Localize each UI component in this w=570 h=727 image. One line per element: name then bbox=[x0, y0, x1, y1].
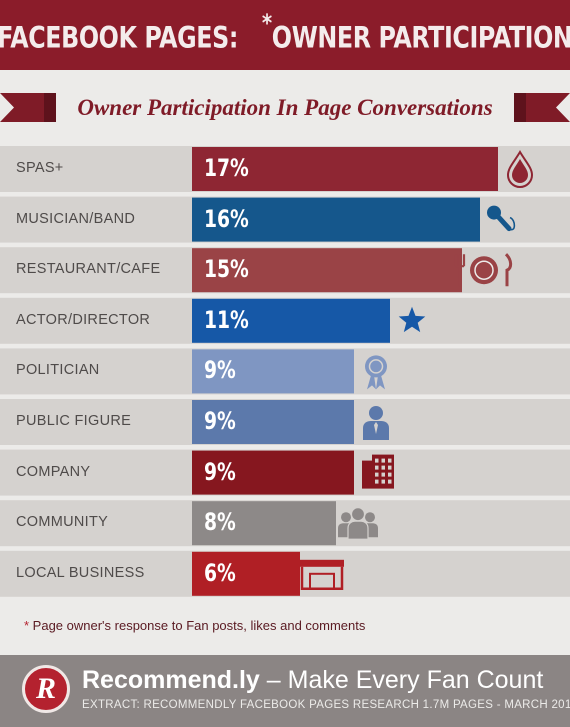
bar-value-label: 9% bbox=[204, 457, 236, 486]
bar-restaurant-cafe bbox=[192, 248, 462, 293]
drop-fill bbox=[512, 159, 528, 183]
store-awning bbox=[300, 559, 344, 567]
bar-value-label: 16% bbox=[204, 204, 249, 233]
category-label: ACTOR/DIRECTOR bbox=[16, 311, 151, 328]
building-low bbox=[362, 460, 372, 489]
category-label: COMMUNITY bbox=[16, 514, 109, 531]
person-tie bbox=[374, 422, 378, 434]
category-label: COMPANY bbox=[16, 463, 91, 480]
award-ribbon-icon bbox=[365, 355, 387, 390]
person-icon bbox=[363, 406, 389, 440]
award-rosette bbox=[365, 355, 387, 378]
bar-politician bbox=[192, 349, 354, 394]
storefront-icon bbox=[300, 559, 344, 591]
ribbon-left-notch bbox=[0, 93, 14, 122]
chart-title: Owner Participation In Page Conversation… bbox=[77, 95, 493, 120]
group-icon bbox=[338, 507, 378, 540]
bar-actor-director bbox=[192, 298, 390, 343]
award-center bbox=[368, 359, 384, 374]
building-window bbox=[388, 472, 392, 477]
star-shape bbox=[398, 306, 426, 333]
category-label: PUBLIC FIGURE bbox=[16, 413, 132, 429]
bar-value-label: 15% bbox=[204, 255, 249, 284]
bar-value-label: 17% bbox=[204, 154, 249, 182]
building-window bbox=[381, 465, 385, 470]
drop-icon bbox=[506, 150, 534, 188]
building-window bbox=[381, 458, 385, 463]
building-window bbox=[388, 458, 392, 463]
building-window bbox=[375, 458, 379, 463]
title-main: FACEBOOK PAGES: bbox=[0, 20, 239, 55]
header-banner: FACEBOOK PAGES: *OWNER PARTICIPATION bbox=[0, 0, 570, 70]
bar-community bbox=[192, 501, 336, 546]
person-head bbox=[369, 406, 383, 420]
award-tails bbox=[367, 375, 385, 390]
bar-value-label: 11% bbox=[204, 305, 249, 334]
bar-value-label: 9% bbox=[204, 407, 236, 435]
star-icon bbox=[398, 306, 426, 333]
building-window bbox=[388, 465, 392, 470]
bar-value-label: 6% bbox=[204, 558, 236, 587]
bar-value-label: 8% bbox=[204, 508, 236, 537]
logo-letter: R bbox=[35, 672, 56, 705]
building-window bbox=[388, 479, 392, 484]
chart-canvas bbox=[0, 146, 570, 597]
title-asterisk: * bbox=[262, 9, 272, 38]
bar-local-business bbox=[192, 551, 300, 596]
building-window bbox=[381, 472, 385, 477]
mic-handle bbox=[496, 215, 512, 232]
footnote-asterisk: * bbox=[24, 618, 30, 633]
brand-name[interactable]: Recommend.ly bbox=[82, 666, 260, 694]
group-head-left bbox=[341, 512, 351, 523]
category-label: SPAS+ bbox=[16, 160, 64, 176]
bar-public-figure bbox=[192, 400, 354, 444]
brand-tagline: – Make Every Fan Count bbox=[259, 666, 544, 694]
category-label: RESTAURANT/CAFE bbox=[16, 261, 161, 278]
building-window bbox=[375, 472, 379, 477]
ribbon-right-tail bbox=[526, 93, 570, 122]
category-label: LOCAL BUSINESS bbox=[16, 564, 145, 581]
group-head-right bbox=[365, 512, 375, 523]
source-note: EXTRACT: RECOMMENDLY FACEBOOK PAGES RESE… bbox=[82, 699, 570, 711]
category-label: MUSICIAN/BAND bbox=[16, 210, 136, 227]
footnote: * Page owner's response to Fan posts, li… bbox=[24, 618, 365, 633]
microphone-icon bbox=[487, 205, 516, 232]
building-window bbox=[375, 465, 379, 470]
ribbon-left-tail bbox=[0, 93, 44, 122]
drop-outline bbox=[506, 150, 534, 188]
ribbon-banner bbox=[0, 93, 570, 122]
bar-musician-band bbox=[192, 197, 480, 242]
footer bbox=[0, 655, 570, 727]
bar-company bbox=[192, 450, 354, 495]
fork bbox=[454, 254, 466, 287]
brand-line: Recommend.ly – Make Every Fan Count bbox=[82, 666, 543, 695]
recommendly-logo[interactable]: R bbox=[22, 665, 70, 713]
store-window bbox=[309, 572, 335, 590]
building-window bbox=[375, 479, 379, 484]
title-subtitle: OWNER PARTICIPATION bbox=[271, 20, 570, 55]
building-window bbox=[381, 479, 385, 484]
plate-inner bbox=[474, 260, 494, 280]
plate-outer bbox=[470, 256, 498, 285]
bar-spas- bbox=[192, 147, 498, 191]
bar-value-label: 9% bbox=[204, 356, 236, 385]
page-title: FACEBOOK PAGES: *OWNER PARTICIPATION bbox=[0, 9, 570, 55]
plate-cutlery-icon bbox=[454, 253, 513, 287]
group-head-center bbox=[350, 507, 366, 522]
category-label: POLITICIAN bbox=[16, 362, 100, 379]
mic-cable bbox=[508, 216, 516, 231]
group-body-center bbox=[347, 520, 369, 540]
ribbon-right-notch bbox=[556, 93, 570, 122]
ribbon-center bbox=[56, 93, 514, 122]
knife bbox=[504, 253, 513, 287]
footnote-text: Page owner's response to Fan posts, like… bbox=[29, 618, 366, 633]
bar-chart: SPAS+ 17% MUSICIAN/BAND 16% RESTAURANT/CAFE 1… bbox=[0, 144, 570, 600]
building-icon bbox=[362, 454, 394, 489]
